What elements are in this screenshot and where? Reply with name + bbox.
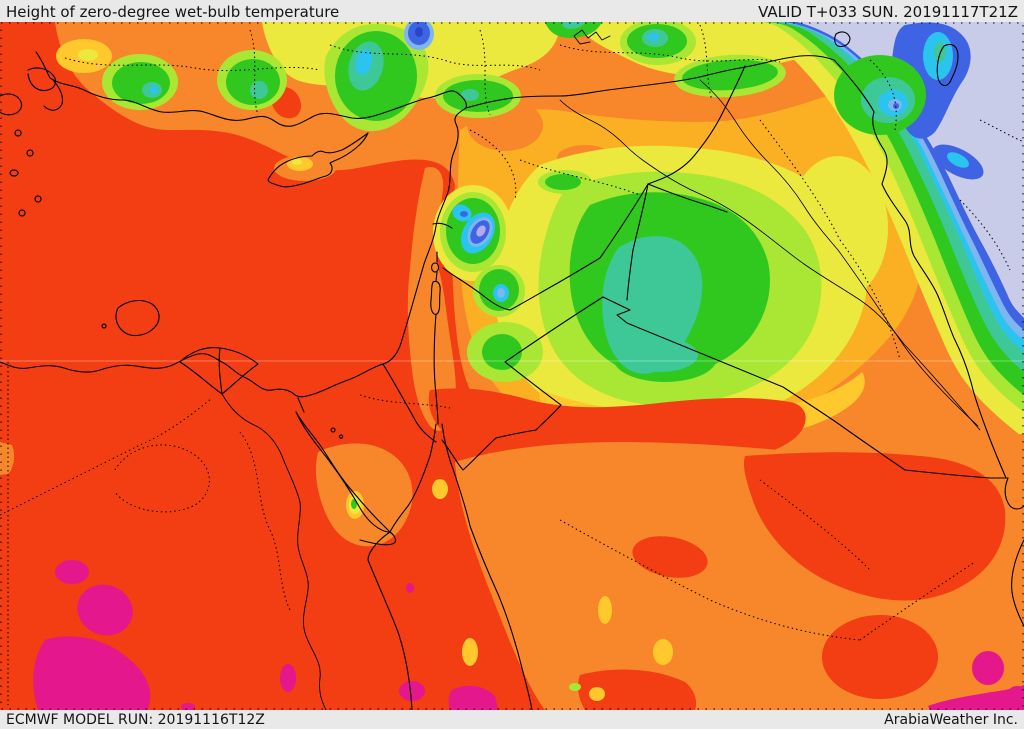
sea-of-galilee [431, 262, 440, 273]
marmara-aegean-coast [0, 67, 64, 116]
gulf-of-aqaba-coast [389, 423, 533, 710]
iraq-saudi-border [602, 296, 1009, 479]
turkey-syria-iraq-border [465, 55, 875, 113]
rhodes-island [115, 299, 160, 337]
syria-iraq-border [647, 65, 746, 185]
nile-delta [179, 347, 259, 395]
gulf-of-suez-red-sea-coast [295, 397, 413, 710]
mediterranean-coastline [0, 51, 467, 398]
israel-egypt-border [382, 363, 437, 443]
admin-boundaries-dotted [0, 24, 1024, 705]
persian-gulf-coast [1004, 477, 1024, 627]
jordan-saudi-border [441, 296, 604, 471]
lebanon-border [432, 222, 453, 229]
iran-iraq-border [872, 111, 1007, 479]
valid-time-label: VALID T+033 SUN. 20191117T21Z [758, 3, 1018, 21]
cyprus-island-outline [267, 132, 369, 188]
map-frame-ticks [0, 22, 1024, 710]
aegean-islands [9, 129, 107, 329]
map-footer: ECMWF MODEL RUN: 20191116T12Z ArabiaWeat… [0, 710, 1024, 729]
coastlines-and-borders [0, 29, 1024, 710]
red-sea-islands [330, 427, 344, 439]
lake-urmia [936, 43, 959, 87]
map-header: Height of zero-degree wet-bulb temperatu… [0, 0, 1024, 22]
jordan-syria-border [442, 183, 649, 311]
model-run-label: ECMWF MODEL RUN: 20191116T12Z [6, 711, 265, 728]
dead-sea [430, 280, 441, 315]
jordan-iraq-border [626, 183, 728, 301]
lake-van [834, 31, 851, 48]
tigris-river [699, 79, 979, 427]
credit-label: ArabiaWeather Inc. [884, 711, 1018, 728]
weather-map [0, 22, 1024, 710]
euphrates-reservoirs [573, 29, 611, 45]
nile-river [221, 393, 327, 710]
jordan-valley [433, 251, 439, 425]
contour-fills [0, 22, 1024, 710]
map-title: Height of zero-degree wet-bulb temperatu… [6, 3, 340, 21]
